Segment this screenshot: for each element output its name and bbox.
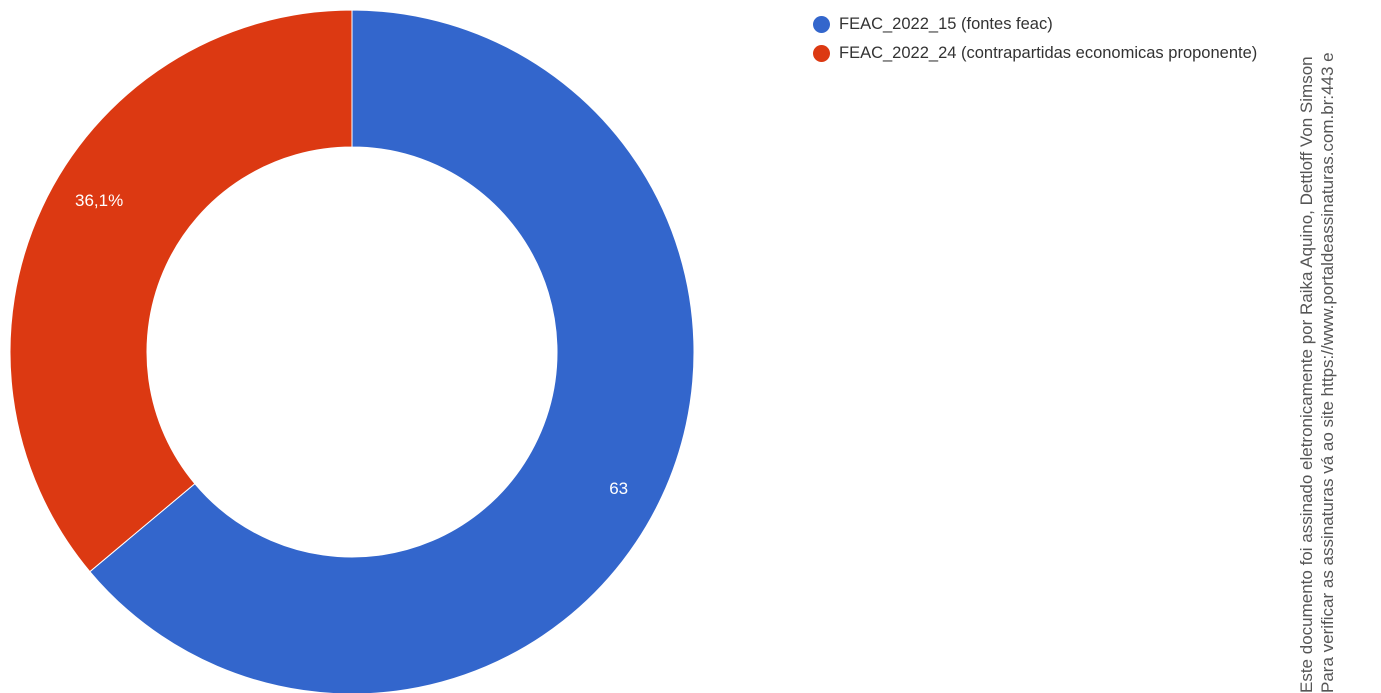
legend-label: FEAC_2022_24 (contrapartidas economicas …: [839, 44, 1258, 62]
legend: FEAC_2022_15 (fontes feac) FEAC_2022_24 …: [813, 10, 1257, 68]
donut-slice-2[interactable]: [9, 9, 353, 573]
legend-dot-icon: [813, 16, 830, 33]
legend-item-feac-2022-15[interactable]: FEAC_2022_15 (fontes feac): [813, 10, 1257, 39]
watermark-line-1: Este documento foi assinado eletronicame…: [1297, 56, 1316, 693]
legend-label: FEAC_2022_15 (fontes feac): [839, 15, 1053, 33]
slice-label-1: 63: [609, 479, 628, 498]
legend-dot-icon: [813, 45, 830, 62]
watermark-line-2: Para verificar as assinaturas vá ao site…: [1318, 52, 1337, 693]
slice-label-2: 36,1%: [75, 191, 123, 210]
signature-watermark: Este documento foi assinado eletronicame…: [1296, 52, 1338, 693]
donut-slice-1[interactable]: [89, 9, 695, 693]
legend-item-feac-2022-24[interactable]: FEAC_2022_24 (contrapartidas economicas …: [813, 39, 1257, 68]
